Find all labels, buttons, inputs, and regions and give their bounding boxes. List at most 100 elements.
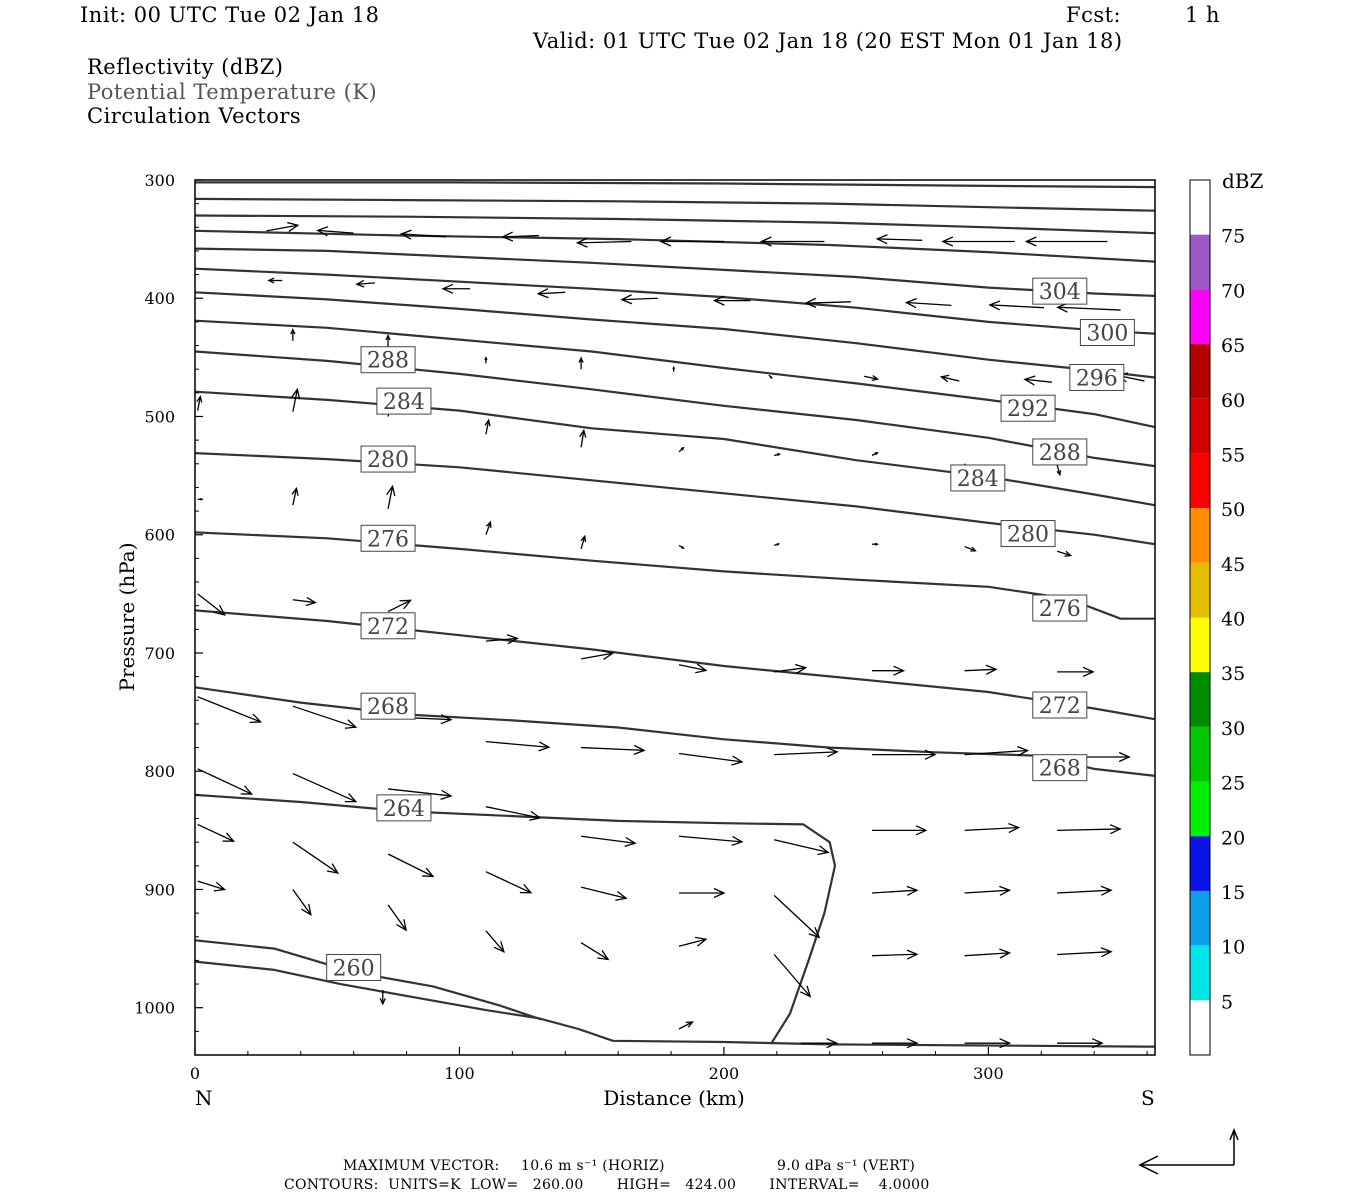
- circulation-vector: [581, 835, 637, 848]
- svg-text:296: 296: [1076, 366, 1118, 391]
- theta-contour-308: [195, 229, 1155, 263]
- circulation-vector: [379, 989, 386, 1006]
- circulation-vector: [678, 446, 685, 453]
- circulation-vector: [386, 484, 396, 509]
- colorbar-swatch: [1190, 836, 1210, 891]
- forecast-label: Fcst:: [1066, 3, 1122, 27]
- circulation-vector: [575, 237, 632, 248]
- circulation-vector: [197, 880, 227, 892]
- circulation-vector: [441, 283, 471, 294]
- colorbar-label: 30: [1221, 718, 1245, 740]
- colorbar-swatch: [1190, 672, 1210, 727]
- circulation-vector: [197, 823, 236, 842]
- colorbar-label: 15: [1221, 882, 1245, 904]
- colorbar-swatch: [1190, 180, 1210, 235]
- circulation-vector: [712, 295, 751, 306]
- svg-text:276: 276: [1039, 597, 1081, 622]
- contour-label: 276: [360, 524, 416, 552]
- plot-frame: [194, 179, 1156, 1056]
- y-tick-label: 1000: [134, 999, 175, 1018]
- svg-text:260: 260: [333, 957, 375, 982]
- forecast-hour: 1 h: [1185, 3, 1221, 27]
- x-axis-label: Distance (km): [603, 1086, 745, 1110]
- y-tick-label: 800: [144, 762, 175, 781]
- colorbar-label: 55: [1221, 444, 1245, 466]
- contour-layer: [195, 181, 1155, 1048]
- svg-text:268: 268: [367, 695, 409, 720]
- contour-label: 268: [1032, 754, 1088, 782]
- y-tick-label: 400: [144, 289, 175, 308]
- svg-text:284: 284: [383, 390, 425, 415]
- x-tick-label: 0: [190, 1064, 200, 1083]
- circulation-vector: [267, 277, 283, 284]
- colorbar-swatch: [1190, 617, 1210, 673]
- colorbar-frame: [1189, 179, 1211, 1056]
- circulation-vector: [939, 374, 960, 383]
- circulation-vector: [773, 543, 781, 546]
- circulation-vector: [774, 663, 808, 675]
- colorbar-swatch: [1190, 508, 1210, 563]
- contour-label: 272: [360, 612, 416, 640]
- colorbar-label: 35: [1221, 663, 1245, 685]
- circulation-vector: [964, 948, 1012, 959]
- contours-info: CONTOURS: UNITS=K LOW= 260.00 HIGH= 424.…: [284, 1177, 930, 1193]
- contour-label: 292: [1000, 394, 1056, 422]
- theta-contour-312: [195, 214, 1155, 235]
- colorbar-title: dBZ: [1222, 169, 1264, 193]
- circulation-vector: [678, 835, 744, 847]
- colorbar: 5 10 15 20 25 30 35 40 45 50 55 60 65 70 75: [1189, 179, 1245, 1056]
- colorbar-label: 65: [1221, 335, 1245, 357]
- circulation-vector: [1057, 1038, 1104, 1049]
- svg-text:280: 280: [1007, 523, 1049, 548]
- circulation-vector: [988, 300, 1044, 311]
- circulation-vector: [872, 665, 906, 676]
- circulation-vector: [620, 294, 658, 305]
- circulation-vector: [871, 885, 919, 896]
- circulation-vector: [904, 298, 952, 309]
- circulation-vector: [872, 749, 937, 760]
- field-circulation-vectors: Circulation Vectors: [87, 104, 302, 128]
- circulation-vector: [659, 236, 724, 247]
- circulation-vector: [1023, 375, 1052, 386]
- max-vector-horizontal: 10.6 m s⁻¹ (HORIZ): [521, 1158, 665, 1174]
- colorbar-label: 20: [1221, 827, 1245, 849]
- reference-vector: [1138, 1127, 1239, 1175]
- theta-contour-284: [195, 390, 1155, 507]
- circulation-vector: [678, 544, 685, 550]
- svg-text:280: 280: [367, 448, 409, 473]
- theta-contour-316: [195, 197, 1155, 212]
- circulation-vector: [290, 387, 301, 412]
- circulation-vector: [871, 451, 879, 457]
- y-tick-label: 500: [144, 407, 175, 426]
- circulation-vector: [872, 1038, 919, 1049]
- circulation-vector: [399, 229, 447, 240]
- circulation-vector: [872, 542, 880, 546]
- circulation-vector: [1056, 464, 1062, 477]
- circulation-vector: [800, 1038, 839, 1049]
- circulation-vector: [964, 664, 998, 675]
- theta-contour-300: [195, 267, 1155, 335]
- circulation-vector: [387, 853, 435, 878]
- svg-text:284: 284: [957, 467, 999, 492]
- x-tick-label: 200: [709, 1064, 740, 1083]
- circulation-vector: [964, 1038, 1012, 1049]
- vector-layer: [196, 221, 1145, 1049]
- colorbar-swatch: [1190, 398, 1210, 454]
- svg-text:300: 300: [1086, 322, 1128, 347]
- circulation-vector: [774, 453, 782, 457]
- svg-text:264: 264: [383, 797, 425, 822]
- circulation-vector: [678, 887, 726, 899]
- circulation-vector: [291, 486, 299, 506]
- colorbar-swatch: [1190, 344, 1210, 399]
- contour-label: 280: [360, 445, 416, 473]
- circulation-vector: [581, 649, 615, 661]
- colorbar-swatch: [1190, 453, 1210, 509]
- circulation-vector: [964, 746, 1030, 757]
- colorbar-swatch: [1190, 890, 1210, 946]
- contour-label: 284: [376, 387, 432, 415]
- circulation-vector: [316, 226, 354, 237]
- contour-label: 268: [360, 692, 416, 720]
- svg-text:292: 292: [1007, 397, 1049, 422]
